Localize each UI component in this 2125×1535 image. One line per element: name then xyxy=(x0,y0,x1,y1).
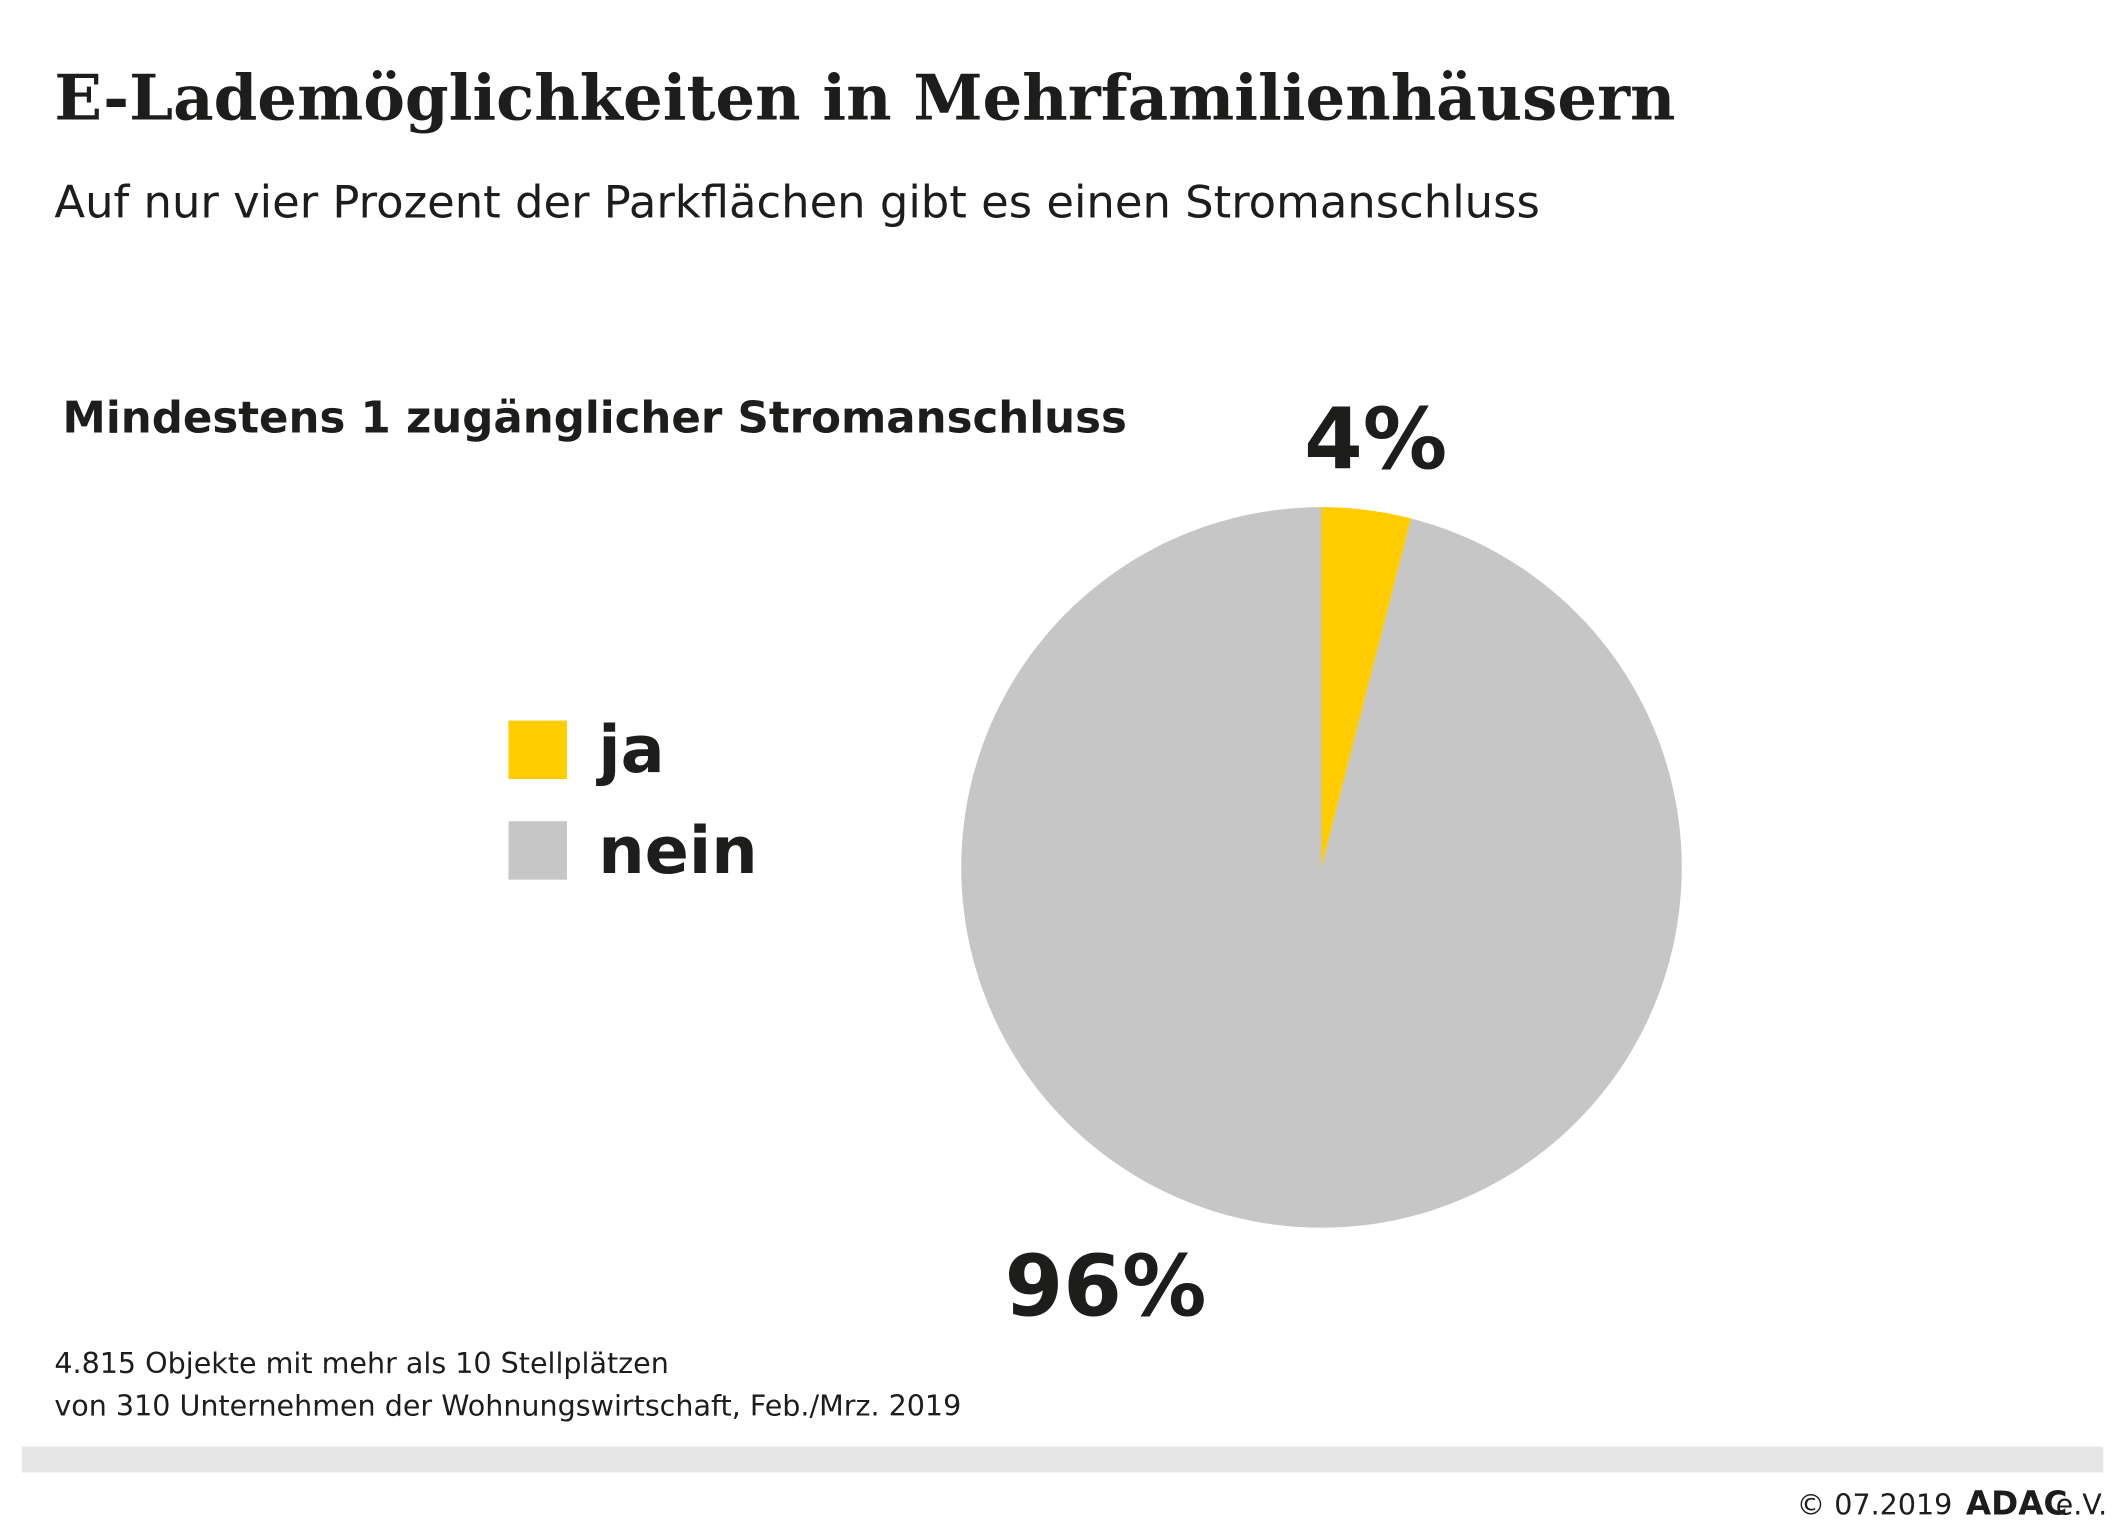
legend-label: nein xyxy=(598,813,758,889)
footer-suffix: e.V. xyxy=(2056,1488,2108,1522)
legend-swatch xyxy=(508,821,567,880)
source-line: 4.815 Objekte mit mehr als 10 Stellplätz… xyxy=(54,1346,668,1380)
pie-slice xyxy=(961,507,1682,1228)
pie-slice xyxy=(1321,507,1412,868)
chart-title: E-Lademöglichkeiten in Mehrfamilienhäuse… xyxy=(54,61,1675,135)
chart-subtitle: Auf nur vier Prozent der Parkflächen gib… xyxy=(54,176,1539,229)
legend-label: ja xyxy=(595,712,664,788)
data-label: 4% xyxy=(1304,390,1447,488)
divider xyxy=(21,1446,2104,1473)
source-line: von 310 Unternehmen der Wohnungswirtscha… xyxy=(54,1388,961,1422)
footer-brand: ADAC xyxy=(1966,1485,2067,1523)
data-label: 96% xyxy=(1005,1237,1207,1335)
footer-date: © 07.2019 xyxy=(1797,1488,1953,1522)
chart-heading: Mindestens 1 zugänglicher Stromanschluss xyxy=(63,393,1127,443)
legend-swatch xyxy=(508,720,567,780)
